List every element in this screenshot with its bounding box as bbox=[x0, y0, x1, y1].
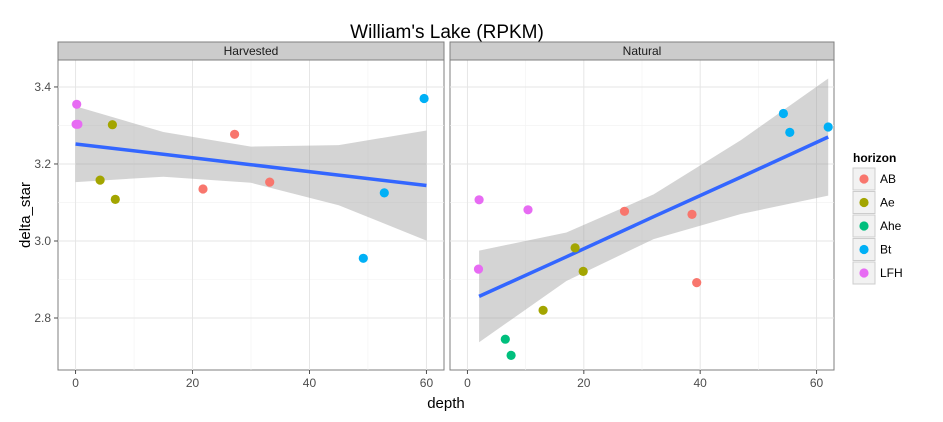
legend-marker-ahe bbox=[859, 221, 869, 231]
data-point-ae bbox=[538, 305, 548, 315]
confidence-band bbox=[75, 106, 427, 241]
facet-panel-natural: Natural 0 20 40 60 bbox=[449, 41, 835, 390]
x-tick-label: 60 bbox=[420, 376, 434, 390]
legend-marker-ab bbox=[859, 174, 869, 184]
data-point-bt bbox=[785, 127, 795, 137]
confidence-band bbox=[479, 78, 829, 343]
legend-title: horizon bbox=[853, 151, 896, 165]
legend-marker-lfh bbox=[859, 268, 869, 278]
legend-marker-bt bbox=[859, 244, 869, 255]
data-point-lfh bbox=[474, 195, 484, 205]
data-point-ae bbox=[107, 120, 117, 130]
facet-strip-label: Harvested bbox=[224, 44, 279, 58]
data-point-ab bbox=[692, 278, 702, 288]
legend-label-ahe: Ahe bbox=[880, 219, 902, 233]
legend-label-ae: Ae bbox=[880, 196, 895, 210]
y-tick-label: 3.2 bbox=[34, 157, 51, 171]
regression-line bbox=[478, 135, 829, 298]
legend-marker-ae bbox=[859, 197, 869, 208]
data-point-ab bbox=[265, 177, 275, 187]
x-tick-label: 20 bbox=[577, 376, 591, 390]
data-point-ae bbox=[578, 266, 588, 276]
x-axis-title: depth bbox=[427, 395, 465, 412]
facet-panel-harvested: Harvested 0 20 40 60 bbox=[57, 41, 445, 390]
x-tick-label: 40 bbox=[694, 376, 708, 390]
data-point-ab bbox=[230, 129, 240, 139]
data-point-lfh bbox=[72, 99, 82, 109]
y-tick-label: 2.8 bbox=[34, 311, 51, 325]
x-tick-label: 20 bbox=[186, 376, 200, 390]
data-point-lfh bbox=[73, 119, 83, 129]
facet-strip-label: Natural bbox=[623, 44, 662, 58]
data-point-bt bbox=[419, 93, 429, 104]
facet-strip bbox=[449, 41, 835, 61]
data-point-ab bbox=[619, 206, 630, 216]
data-point-lfh bbox=[473, 264, 484, 274]
data-point-bt bbox=[778, 108, 789, 119]
data-point-ae bbox=[570, 243, 580, 253]
data-point-bt bbox=[823, 122, 833, 132]
data-point-ae bbox=[95, 175, 105, 185]
chart-title: William's Lake (RPKM) bbox=[350, 22, 544, 43]
data-point-ahe bbox=[506, 350, 516, 360]
legend-label-bt: Bt bbox=[880, 243, 892, 257]
data-point-ahe bbox=[500, 334, 510, 344]
data-point-bt bbox=[379, 188, 389, 198]
data-point-bt bbox=[358, 253, 368, 263]
y-axis-title: delta_star bbox=[17, 182, 34, 248]
y-tick-label: 3.0 bbox=[34, 234, 51, 248]
regression-line bbox=[75, 142, 427, 188]
x-tick-label: 60 bbox=[810, 376, 824, 390]
data-point-ab bbox=[687, 209, 697, 219]
data-point-ab bbox=[198, 184, 208, 194]
legend-label-ab: AB bbox=[880, 172, 896, 186]
y-tick-label: 3.4 bbox=[34, 80, 51, 94]
x-tick-label: 0 bbox=[464, 376, 471, 390]
x-tick-label: 0 bbox=[72, 376, 79, 390]
x-tick-label: 40 bbox=[303, 376, 317, 390]
legend-label-lfh: LFH bbox=[880, 266, 903, 280]
data-point-lfh bbox=[523, 205, 533, 215]
data-point-ae bbox=[110, 194, 120, 204]
facet-strip bbox=[57, 41, 445, 61]
legend: horizon AB Ae Ahe Bt LFH bbox=[852, 151, 903, 285]
